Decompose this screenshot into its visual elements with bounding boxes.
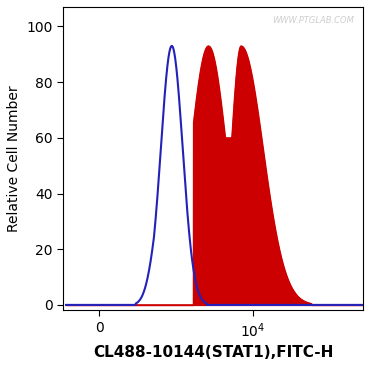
- X-axis label: CL488-10144(STAT1),FITC-H: CL488-10144(STAT1),FITC-H: [93, 345, 333, 360]
- Text: WWW.PTGLAB.COM: WWW.PTGLAB.COM: [272, 16, 354, 25]
- Y-axis label: Relative Cell Number: Relative Cell Number: [7, 86, 21, 232]
